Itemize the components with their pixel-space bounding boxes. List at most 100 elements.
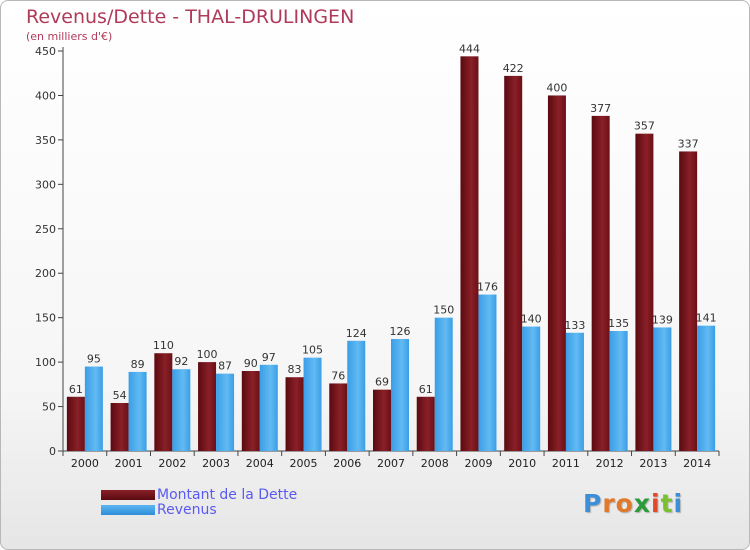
data-label-debt: 61: [69, 383, 83, 396]
y-tick-label: 100: [35, 356, 56, 369]
x-tick-label: 2006: [333, 457, 361, 470]
legend-swatch-debt: [101, 490, 155, 500]
data-label-revenue: 139: [652, 313, 673, 326]
data-label-revenue: 140: [521, 313, 542, 326]
bar-debt: [110, 403, 129, 451]
bar-debt: [504, 75, 523, 451]
data-label-debt: 90: [244, 357, 258, 370]
bar-debt: [547, 95, 566, 451]
bar-revenue: [522, 326, 541, 451]
logo-letter: P: [583, 489, 603, 518]
bar-debt: [241, 371, 260, 451]
bar-debt: [329, 383, 348, 451]
bar-revenue: [303, 357, 322, 451]
legend-label-revenue: Revenus: [157, 502, 217, 518]
y-tick-label: 200: [35, 267, 56, 280]
legend-swatch-revenue: [101, 505, 155, 515]
y-tick-label: 0: [49, 445, 56, 458]
x-tick-label: 2004: [246, 457, 274, 470]
logo-letter: i: [651, 489, 661, 518]
data-label-revenue: 135: [608, 317, 629, 330]
data-label-debt: 100: [197, 348, 218, 361]
data-label-debt: 422: [503, 62, 524, 75]
data-label-debt: 54: [113, 389, 127, 402]
data-label-revenue: 89: [131, 358, 145, 371]
x-tick-label: 2010: [508, 457, 536, 470]
y-tick-label: 300: [35, 178, 56, 191]
bar-debt: [416, 396, 435, 451]
data-label-debt: 110: [153, 339, 174, 352]
data-label-revenue: 176: [477, 281, 498, 294]
bar-debt: [154, 353, 173, 451]
x-tick-label: 2002: [158, 457, 186, 470]
legend-label-debt: Montant de la Dette: [157, 487, 298, 503]
y-tick-label: 50: [42, 401, 56, 414]
y-tick-label: 350: [35, 134, 56, 147]
x-tick-label: 2008: [421, 457, 449, 470]
y-tick-label: 150: [35, 312, 56, 325]
bars: [66, 56, 716, 451]
data-label-revenue: 97: [262, 351, 276, 364]
bar-debt: [635, 133, 654, 451]
x-tick-label: 2001: [115, 457, 143, 470]
bar-revenue: [128, 371, 147, 451]
bar-debt: [460, 56, 479, 451]
logo-letter: t: [660, 489, 674, 518]
legend-item-revenue: Revenus: [101, 502, 217, 518]
data-label-revenue: 95: [87, 353, 101, 366]
y-tick-label: 250: [35, 223, 56, 236]
data-label-revenue: 141: [696, 312, 717, 325]
x-tick-label: 2011: [552, 457, 580, 470]
x-tick-label: 2014: [683, 457, 711, 470]
logo-letter: o: [615, 489, 634, 518]
x-tick-label: 2012: [596, 457, 624, 470]
logo-letter: x: [633, 489, 651, 518]
logo-letter: r: [602, 489, 616, 518]
bar-revenue: [84, 366, 103, 451]
bar-revenue: [478, 294, 497, 451]
data-label-revenue: 126: [390, 325, 411, 338]
data-label-debt: 83: [288, 363, 302, 376]
chart-title: Revenus/Dette - THAL-DRULINGEN: [26, 6, 355, 28]
bar-debt: [679, 151, 698, 451]
logo-letter: i: [673, 489, 684, 518]
data-label-revenue: 150: [433, 304, 454, 317]
x-tick-label: 2013: [639, 457, 667, 470]
data-label-revenue: 87: [218, 360, 232, 373]
data-label-debt: 69: [375, 376, 389, 389]
bar-revenue: [391, 339, 409, 451]
data-label-revenue: 105: [302, 344, 323, 357]
bar-revenue: [259, 364, 278, 451]
bar-revenue: [434, 317, 453, 451]
bar-revenue: [172, 369, 191, 451]
bar-debt: [373, 389, 391, 451]
data-label-debt: 61: [419, 383, 433, 396]
bar-debt: [66, 396, 85, 451]
data-label-debt: 76: [331, 369, 345, 382]
x-tick-label: 2009: [464, 457, 492, 470]
data-label-debt: 444: [459, 42, 480, 55]
bar-revenue: [697, 325, 716, 451]
bar-revenue: [653, 327, 672, 451]
x-tick-label: 2003: [202, 457, 230, 470]
bar-debt: [198, 362, 217, 451]
x-tick-label: 2007: [377, 457, 405, 470]
bar-revenue: [347, 340, 366, 451]
chart-subtitle: (en milliers d'€): [26, 30, 113, 43]
bar-debt: [591, 115, 610, 451]
data-label-debt: 337: [678, 137, 699, 150]
y-tick-label: 450: [35, 45, 56, 58]
data-label-debt: 357: [634, 120, 655, 133]
data-label-debt: 377: [590, 102, 611, 115]
bar-debt: [285, 377, 304, 451]
x-tick-label: 2000: [71, 457, 99, 470]
legend-item-debt: Montant de la Dette: [101, 487, 298, 503]
data-label-revenue: 124: [346, 327, 367, 340]
proxiti-logo: Proxiti: [583, 489, 683, 518]
data-label-debt: 400: [546, 81, 567, 94]
data-label-revenue: 92: [174, 355, 188, 368]
x-tick-label: 2005: [290, 457, 318, 470]
bar-revenue: [216, 373, 235, 451]
